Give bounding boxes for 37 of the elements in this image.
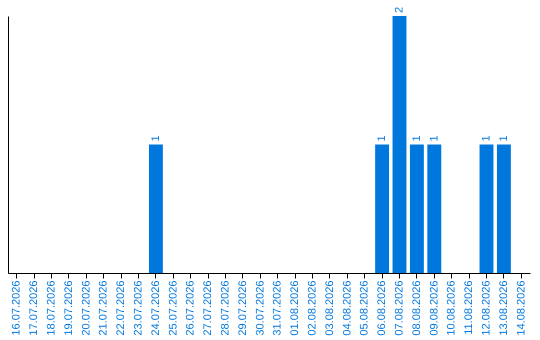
x-tick-label: 03.08.2026 [324,280,336,336]
x-tick-label: 14.08.2026 [515,280,528,336]
data-label: 2 [394,6,406,13]
data-label: 1 [150,135,162,142]
data-label: 1 [480,135,492,142]
x-tick-label: 19.07.2026 [62,280,75,336]
x-tick-label: 12.08.2026 [480,280,492,336]
x-tick-label: 26.07.2026 [184,280,197,336]
x-tick-label: 24.07.2026 [150,280,162,336]
x-tick-label: 25.07.2026 [167,280,180,336]
data-label: 1 [428,135,440,142]
data-label: 1 [376,135,388,142]
x-tick-label: 30.07.2026 [254,280,266,336]
x-tick-label: 13.08.2026 [498,280,510,336]
x-tick-label: 23.07.2026 [132,280,144,336]
x-tick-label: 27.07.2026 [202,280,214,336]
x-tick-label: 02.08.2026 [306,280,318,336]
x-tick-label: 08.08.2026 [410,280,423,336]
x-tick-label: 06.08.2026 [376,280,388,336]
x-tick-label: 21.07.2026 [98,280,110,336]
x-tick-label: 20.07.2026 [80,280,92,336]
x-tick-label: 05.08.2026 [358,280,371,336]
x-tick-label: 01.08.2026 [289,280,302,336]
data-label: 1 [410,135,423,142]
x-tick-label: 11.08.2026 [463,280,476,335]
data-label: 1 [498,135,510,142]
x-tick-label: 29.07.2026 [236,280,249,336]
x-tick-label: 04.08.2026 [341,280,354,336]
x-tick-label: 22.07.2026 [115,280,128,336]
x-tick-label: 10.08.2026 [446,280,458,336]
x-tick-label: 09.08.2026 [428,280,440,336]
x-tick-label: 18.07.2026 [46,280,58,336]
x-tick-label: 17.07.2026 [28,280,40,336]
x-tick-label: 07.08.2026 [394,280,406,336]
x-tick-label: 28.07.2026 [220,280,232,336]
x-tick-label: 16.07.2026 [10,280,23,336]
x-tick-label: 31.07.2026 [272,280,284,336]
